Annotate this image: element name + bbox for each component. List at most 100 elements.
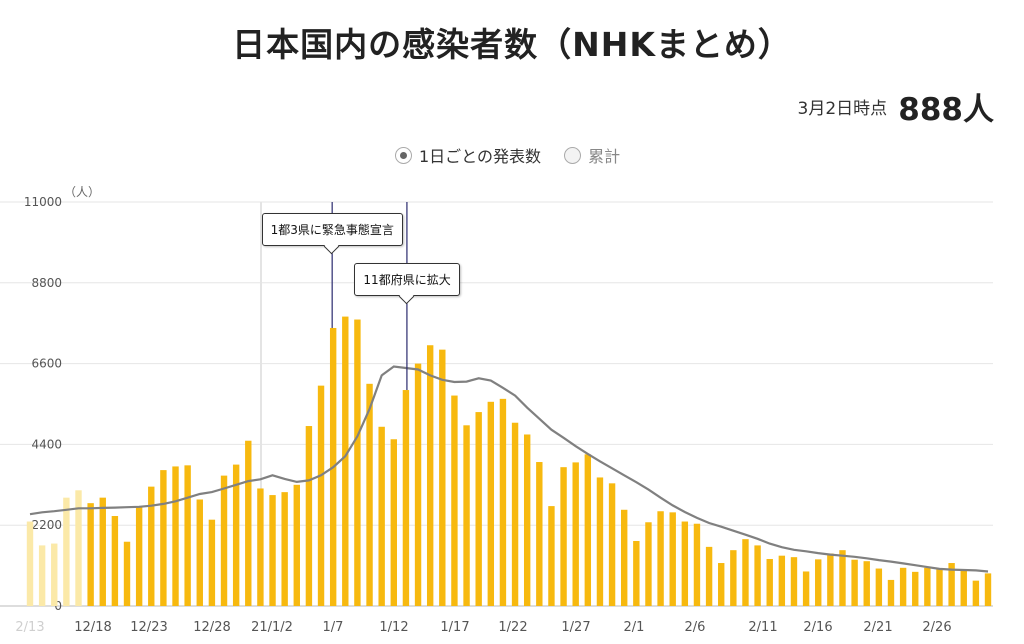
daily-count-bar [463,425,470,606]
x-tick-label: 1/12 [379,620,408,635]
y-tick-label: 8800 [31,276,62,290]
daily-count-bar [366,383,373,606]
daily-count-bar [839,550,846,606]
page-title: 日本国内の感染者数（NHKまとめ） [232,25,792,64]
as-of-summary: 3月2日時点 888人 [798,84,994,129]
daily-count-bar [135,506,143,606]
daily-count-bar [972,580,980,606]
daily-count-bar [232,464,240,606]
x-tick-label: 1/22 [498,620,527,635]
daily-count-bar [802,571,810,606]
x-tick-label: 12/23 [130,620,167,635]
daily-count-bar [51,543,58,606]
x-tick-label: 2/6 [685,620,706,635]
daily-count-bar [281,492,288,606]
daily-count-bar [669,512,676,606]
x-tick-label: 2/1 [624,620,645,635]
as-of-date: 3月2日時点 [797,99,888,119]
daily-cases-chart: 0 2200 4400 6600 8800 11000（人） 2/13 12/18 12/23 1… [0,185,993,635]
daily-count-bar [439,349,446,606]
daily-count-bar [875,568,883,606]
daily-count-bar [38,545,46,606]
daily-count-bar [220,475,228,606]
daily-count-bar [499,398,507,606]
daily-count-bar [912,571,919,606]
daily-count-bar [887,579,895,606]
daily-count-bar [645,522,652,606]
daily-count-bar [596,477,604,606]
daily-count-bar [317,385,325,606]
daily-count-bar [742,539,749,606]
daily-count-bar [293,484,300,606]
daily-count-bar [705,546,713,606]
daily-count-bar [621,509,628,606]
daily-count-bar [26,521,34,606]
x-tick-label: 21/1/2 [251,620,293,635]
x-tick-label: 2/26 [922,620,951,635]
daily-count-bar [572,462,579,606]
y-tick-label: 0 [54,599,62,613]
daily-count-bar [790,557,798,606]
daily-count-bar [511,422,519,606]
daily-count-bar [766,558,773,606]
daily-count-bar [936,569,943,606]
daily-count-bar [548,506,555,606]
y-tick-label: 6600 [31,357,62,371]
daily-count-bar [778,555,786,606]
y-unit-label: （人） [64,185,100,199]
series-toggle-group: 1日ごとの発表数 累計 [395,143,638,168]
x-tick-label: 12/18 [74,620,111,635]
daily-count-bar [342,316,349,606]
daily-count-bar [426,345,434,606]
moving-average-line [29,365,989,573]
daily-count-bar [815,559,822,606]
daily-count-bar [305,426,313,606]
y-tick-label: 4400 [31,437,62,451]
daily-count-bar [172,466,179,606]
daily-count-bar [123,541,131,606]
cumulative-radio[interactable]: 累計 [564,143,620,167]
x-tick-label: 1/27 [561,620,590,635]
daily-count-label: 1日ごとの発表数 [419,147,542,166]
daily-count-bar [487,401,495,606]
event-annotation: 1都3県に緊急事態宣言 [261,213,403,246]
daily-count-bar [257,488,264,606]
daily-count-bar [111,516,119,606]
daily-count-bar [523,434,531,606]
daily-count-bar [75,490,82,606]
x-tick-label: 2/11 [748,620,777,635]
daily-count-bar [899,567,907,606]
x-tick-label: 1/17 [440,620,469,635]
radio-selected-icon [395,146,412,164]
daily-count-bar [269,495,276,606]
daily-count-bar [948,563,955,606]
daily-count-bar [196,499,203,606]
radio-unselected-icon [564,146,582,164]
daily-count-bar [99,497,106,606]
y-tick-label: 11000 [24,195,62,209]
x-tick-label: 1/7 [323,620,344,635]
daily-count-bar [681,521,689,606]
daily-count-bar [148,486,155,606]
x-tick-label: 12/28 [193,620,230,635]
cumulative-label: 累計 [588,147,621,166]
y-tick-label: 2200 [31,518,62,532]
daily-count-bar [984,573,992,606]
daily-count-bar [730,550,737,606]
daily-count-bar [633,540,640,606]
daily-count-bar [536,462,543,606]
daily-count-bar [63,497,70,606]
latest-count: 888人 [898,92,994,128]
daily-count-bar [402,390,410,606]
daily-count-bar [754,545,761,606]
daily-count-bar [718,563,725,606]
daily-count-bar [560,467,567,606]
daily-count-radio[interactable]: 1日ごとの発表数 [395,143,541,167]
daily-count-bar [827,553,834,606]
daily-count-bar [693,523,701,606]
daily-count-bar [960,569,967,606]
daily-count-bar [475,412,482,606]
daily-count-bar [863,561,870,606]
daily-count-bar [657,511,664,606]
daily-count-bar [451,395,458,606]
